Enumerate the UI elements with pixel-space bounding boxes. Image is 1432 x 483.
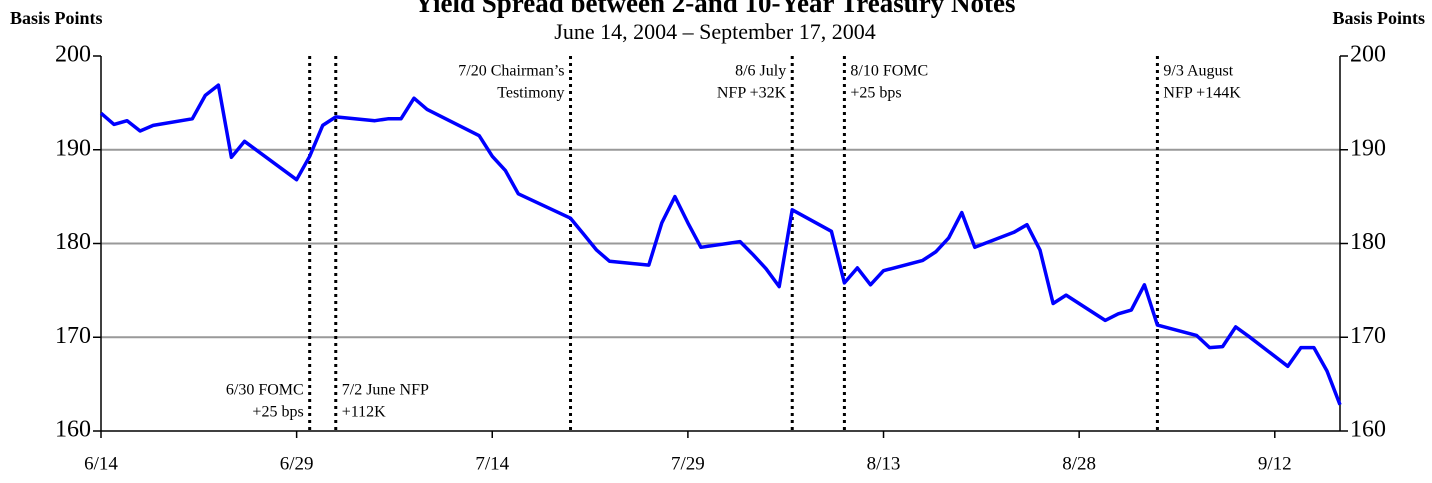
y2-tick-label: 200 [1350,42,1386,68]
event-label: +25 bps [850,85,901,102]
y2-tick-label: 190 [1350,135,1386,161]
y-axis-label: Basis Points [10,8,103,28]
y2-tick-label: 170 [1350,323,1386,349]
x-tick-label: 6/29 [280,453,314,474]
y-tick-label: 170 [55,323,91,349]
event-label: 6/30 FOMC [226,382,304,399]
series-line [99,83,1342,406]
x-tick-label: 6/14 [84,453,118,474]
event-label: Testimony [497,85,564,102]
chart-subtitle: June 14, 2004 – September 17, 2004 [554,19,875,44]
chart-title: Yield Spread between 2-and 10-Year Treas… [415,0,1016,18]
y-tick-label: 200 [55,42,91,68]
y-tick-label: 180 [55,229,91,255]
x-tick-label: 7/14 [475,453,509,474]
event-label: 7/2 June NFP [342,382,429,399]
event-label: 9/3 August [1163,63,1233,80]
event-label: 7/20 Chairman’s [458,63,564,80]
y-tick-label: 160 [55,417,91,443]
event-label: NFP +32K [717,85,787,102]
x-tick-label: 8/28 [1062,453,1096,474]
event-label: +112K [342,404,386,421]
x-tick-label: 9/12 [1258,453,1292,474]
y2-tick-label: 180 [1350,229,1386,255]
y-tick-label: 190 [55,135,91,161]
x-tick-label: 7/29 [671,453,705,474]
event-label: NFP +144K [1163,85,1241,102]
event-label: 8/10 FOMC [850,63,928,80]
event-label: +25 bps [252,404,303,421]
y2-tick-label: 160 [1350,417,1386,443]
event-label: 8/6 July [735,63,786,80]
y2-axis-label: Basis Points [1332,8,1425,28]
x-tick-label: 8/13 [867,453,901,474]
